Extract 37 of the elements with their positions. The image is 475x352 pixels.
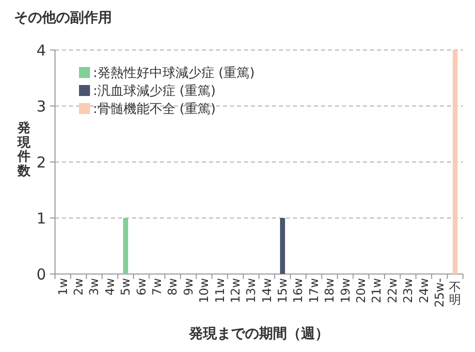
legend-label: :汎血球減少症 (重篤) <box>93 84 216 99</box>
y-tick-label: 4 <box>36 41 46 60</box>
x-tick-label: 6w <box>134 278 148 296</box>
x-tick-label: 11w <box>212 278 227 304</box>
x-tick-label: 25w- <box>432 278 446 308</box>
x-tick-label: 23w <box>401 278 416 304</box>
y-tick-label: 1 <box>36 209 46 228</box>
x-tick-label: 1w <box>56 278 70 296</box>
x-tick-label: 18w <box>322 278 337 304</box>
x-tick-label: 10w <box>197 278 212 304</box>
x-tick-label: 4w <box>102 278 117 296</box>
x-tick-label: 3w <box>87 278 102 296</box>
x-tick-label: 5w <box>118 278 133 296</box>
x-tick-label: 7w <box>150 278 164 296</box>
x-tick-label: 14w <box>260 278 274 304</box>
x-tick-label: 22w <box>385 278 400 304</box>
y-tick-label: 0 <box>36 265 46 284</box>
y-axis-title: 発現件数 <box>16 121 32 179</box>
chart-title: その他の副作用 <box>14 10 112 26</box>
x-tick-label: 12w <box>228 278 242 304</box>
x-tick-label: 17w <box>306 278 321 304</box>
x-tick-label: 9w <box>181 278 196 296</box>
x-axis-title: 発現までの期間（週） <box>188 326 329 342</box>
x-tick-label: 2w <box>72 278 86 296</box>
legend-label: :骨髄機能不全 (重篤) <box>93 102 216 117</box>
y-tick-label: 3 <box>36 97 46 116</box>
x-tick-label: 21w <box>370 278 384 304</box>
x-tick-label: 15w <box>276 278 290 304</box>
legend-label: :発熱性好中球減少症 (重篤) <box>93 66 255 81</box>
x-tick-label: 19w <box>338 278 352 304</box>
x-tick-label: 13w <box>244 278 258 304</box>
x-tick-label: 16w <box>291 278 306 304</box>
x-tick-label: 20w <box>354 278 368 304</box>
y-tick-label: 2 <box>36 153 46 172</box>
x-tick-label: 24w <box>416 278 431 304</box>
x-tick-label: 不明 <box>449 280 462 307</box>
x-tick-label: 8w <box>166 278 180 296</box>
